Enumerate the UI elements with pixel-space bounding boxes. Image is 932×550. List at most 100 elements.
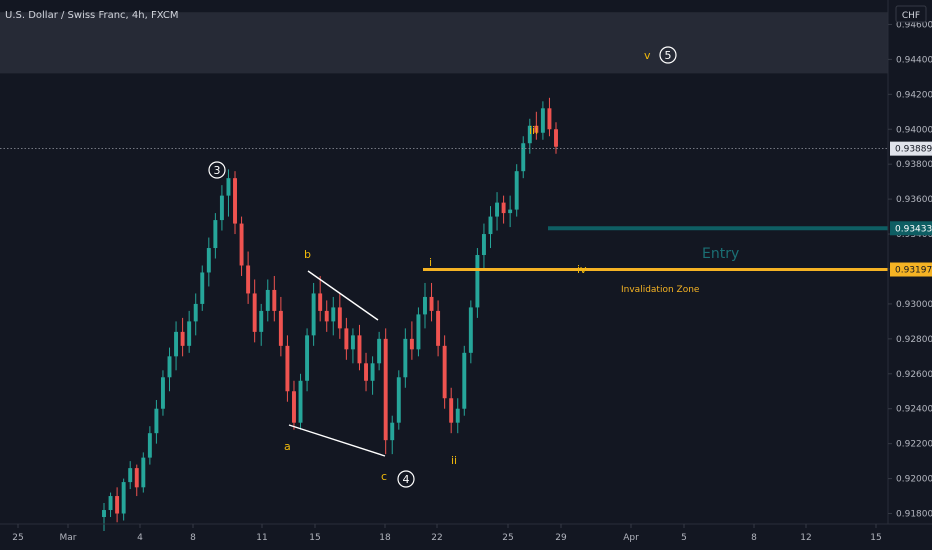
candle-body (331, 307, 336, 322)
candle-body (514, 171, 519, 210)
wave-label-3: 3 (214, 164, 221, 177)
candle-body (239, 223, 244, 266)
wave-label-v: v (644, 49, 651, 62)
candle-body (455, 408, 460, 423)
candle-body (468, 307, 473, 353)
candle-body (115, 496, 120, 514)
candle-body (174, 331, 179, 357)
time-tick-label: 8 (751, 533, 757, 543)
candle-body (324, 310, 329, 322)
candle-body (377, 338, 382, 364)
candle-body (292, 391, 296, 423)
candle-body (495, 202, 500, 217)
candle-body (350, 335, 355, 350)
candle-body (219, 195, 224, 221)
candle-body (390, 422, 395, 441)
currency-box (895, 5, 927, 23)
candle-body (396, 377, 401, 423)
candle-body (259, 310, 264, 332)
currency-label: CHF (902, 11, 920, 21)
candle-body (147, 433, 152, 458)
candle-body (213, 220, 218, 249)
current-price-tag (890, 141, 932, 156)
price-tick-label: 0.92800 (896, 335, 932, 345)
price-tick-label: 0.93800 (896, 160, 932, 170)
price-tick-label: 0.94600 (896, 20, 932, 30)
time-tick-label: Apr (623, 533, 639, 543)
candle-body (134, 468, 139, 488)
candle-body (180, 331, 185, 346)
candle-body (475, 255, 480, 308)
wave-label-a: a (284, 440, 291, 453)
price-tick-label: 0.93000 (896, 300, 932, 310)
candle-body (364, 363, 368, 381)
candle-body (527, 125, 532, 144)
candle-body (265, 289, 270, 311)
candle-body (337, 307, 342, 329)
candles (102, 97, 558, 531)
price-tick-label: 0.92400 (896, 405, 932, 415)
candle-body (547, 108, 552, 130)
candle-body (187, 321, 192, 346)
candle-body (102, 510, 106, 518)
wave-label-ii: ii (451, 454, 457, 467)
price-tags: 0.93889 0.93433 0.93197 (890, 141, 932, 277)
current-price-tag-text: 0.93889 (895, 145, 932, 155)
candle-body (193, 303, 198, 322)
candle-body (128, 468, 133, 483)
wave-circle-4 (397, 470, 415, 488)
price-tick-label: 0.94200 (896, 90, 932, 100)
time-tick-label: 12 (800, 533, 811, 543)
time-axis[interactable]: 25 Mar 4 8 11 15 18 22 25 29 Apr 5 8 12 15 (12, 524, 882, 543)
wave-label-4: 4 (403, 473, 410, 486)
candle-body (141, 457, 146, 488)
symbol-title: U.S. Dollar / Swiss Franc, 4h, FXCM (5, 10, 178, 21)
price-tick-label: 0.93600 (896, 195, 932, 205)
candle-body (442, 345, 447, 399)
candle-body (449, 398, 454, 423)
candle-body (318, 293, 323, 311)
candle-body (481, 234, 486, 256)
wedge-lower-line (288, 424, 386, 457)
candle-body (226, 178, 231, 196)
candle-body (108, 496, 113, 511)
price-tick-label: 0.94400 (896, 55, 932, 65)
candle-body (508, 209, 513, 214)
candle-body (278, 310, 283, 346)
candle-body (357, 335, 362, 364)
candle-body (285, 345, 290, 392)
time-tick-label: 29 (555, 533, 567, 543)
invalidation-price-tag-text: 0.93197 (895, 266, 932, 276)
candle-body (344, 328, 349, 350)
target-zone (0, 12, 888, 74)
candle-body (462, 352, 467, 409)
candle-body (436, 310, 441, 346)
entry-price-tag-text: 0.93433 (895, 224, 932, 234)
price-tick-label: 0.92200 (896, 440, 932, 450)
candle-body (160, 377, 165, 409)
candle-body (200, 272, 205, 304)
candle-body (383, 338, 388, 441)
entry-label: Entry (702, 246, 739, 262)
candle-body (233, 178, 237, 224)
invalidation-price-tag (890, 262, 932, 277)
candle-body (246, 265, 251, 294)
entry-price-tag (890, 221, 932, 236)
wave-label-i: i (429, 256, 432, 269)
candle-body (409, 338, 414, 350)
wave-label-5: 5 (665, 49, 672, 62)
time-tick-label: 8 (190, 533, 196, 543)
candle-body (370, 363, 375, 381)
candle-body (272, 289, 277, 311)
time-tick-label: 22 (431, 533, 442, 543)
candle-body (206, 248, 211, 273)
candle-body (311, 293, 316, 336)
time-tick-label: 15 (870, 533, 881, 543)
time-tick-label: 18 (379, 533, 391, 543)
wave-circle-3 (208, 161, 226, 179)
time-tick-label: 25 (502, 533, 513, 543)
wave-label-b: b (304, 248, 311, 261)
candle-body (488, 216, 493, 235)
